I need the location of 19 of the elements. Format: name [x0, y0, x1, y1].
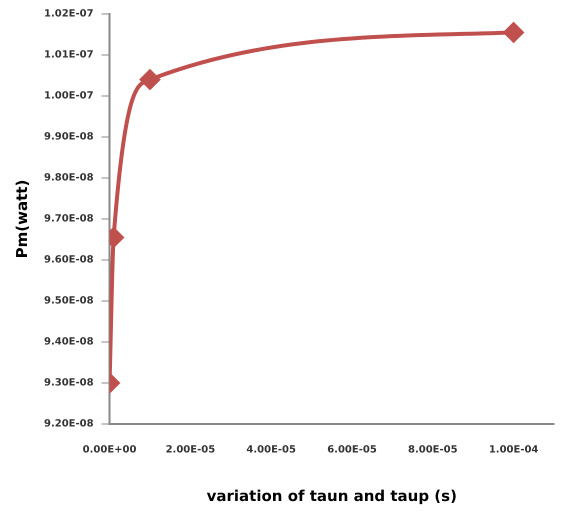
- x-tick-label: 4.00E-05: [246, 444, 296, 456]
- x-axis-title: variation of taun and taup (s): [206, 486, 457, 505]
- y-tick-label: 9.70E-08: [44, 214, 94, 225]
- y-tick-label: 9.20E-08: [44, 418, 94, 430]
- y-tick-label: 9.60E-08: [44, 254, 94, 266]
- x-tick-label: 2.00E-05: [166, 444, 216, 456]
- y-tick-label: 9.50E-08: [44, 296, 94, 307]
- y-tick-label: 1.01E-07: [44, 50, 94, 61]
- y-tick-label: 1.02E-07: [44, 8, 94, 20]
- y-tick-label: 9.90E-08: [44, 132, 94, 143]
- x-tick-label: 8.00E-05: [408, 444, 458, 456]
- x-tick-label: 0.00E+00: [82, 444, 137, 456]
- y-tick-label: 1.00E-07: [44, 90, 94, 102]
- y-axis-title: Pm(watt): [12, 180, 31, 258]
- x-tick-label: 1.00E-04: [488, 444, 538, 456]
- y-tick-label: 9.80E-08: [44, 172, 94, 184]
- y-tick-label: 9.30E-08: [44, 378, 94, 389]
- y-tick-label: 9.40E-08: [44, 336, 94, 348]
- x-tick-label: 6.00E-05: [327, 444, 377, 456]
